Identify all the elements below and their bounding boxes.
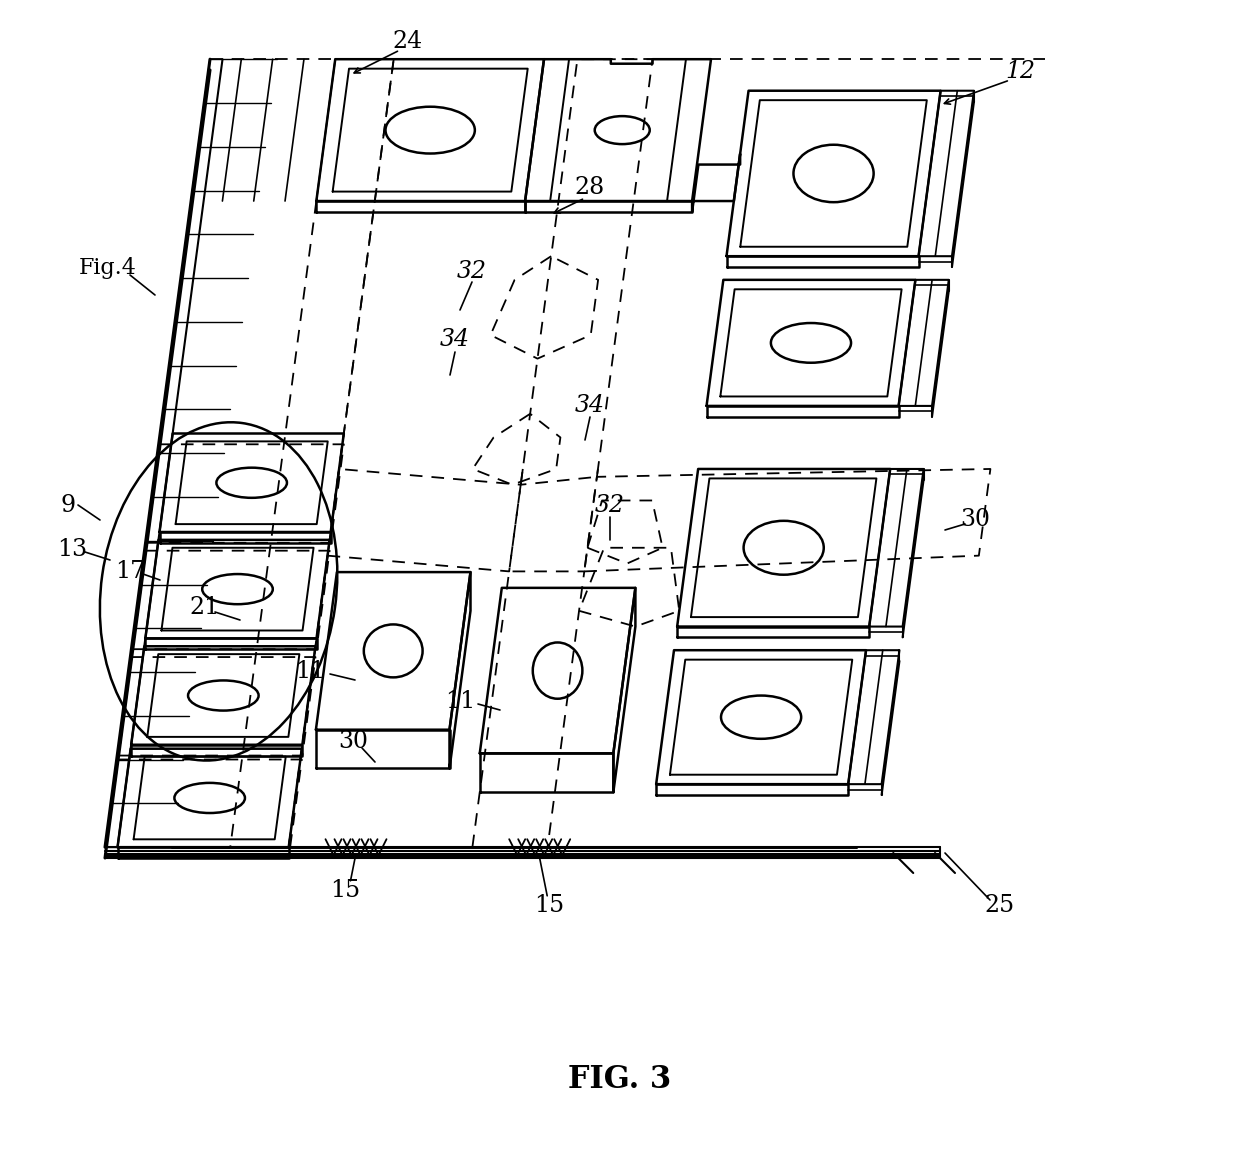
Text: Fig.4: Fig.4 [79, 257, 136, 278]
Text: 24: 24 [393, 31, 423, 54]
Text: 32: 32 [595, 494, 625, 517]
Text: 12: 12 [1004, 60, 1035, 83]
Text: 9: 9 [61, 494, 76, 517]
Text: 25: 25 [985, 893, 1016, 916]
Text: 34: 34 [440, 329, 470, 351]
Text: FIG. 3: FIG. 3 [568, 1065, 672, 1095]
Text: 15: 15 [534, 894, 564, 918]
Text: 32: 32 [458, 261, 487, 283]
Text: 15: 15 [330, 879, 361, 902]
Text: 21: 21 [190, 597, 221, 619]
Text: 17: 17 [115, 560, 145, 584]
Text: 30: 30 [960, 509, 990, 531]
Text: 13: 13 [57, 538, 87, 562]
Text: 11: 11 [445, 691, 475, 713]
Text: 11: 11 [295, 660, 325, 684]
Text: 28: 28 [575, 176, 605, 200]
Text: 34: 34 [575, 394, 605, 416]
Text: 30: 30 [339, 731, 368, 753]
